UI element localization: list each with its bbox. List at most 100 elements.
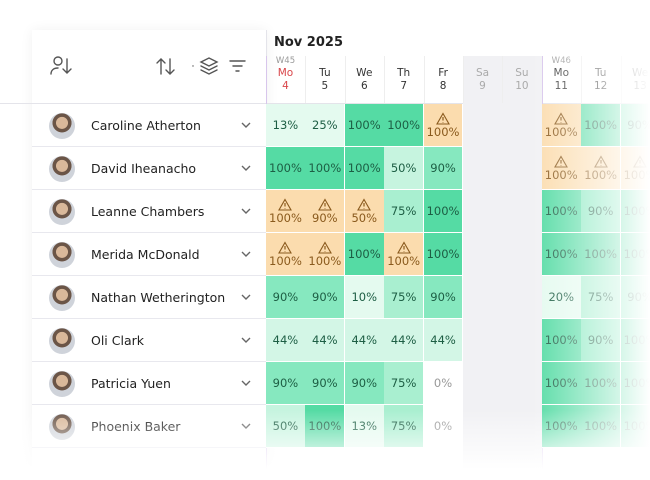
allocation-text: 44% bbox=[351, 333, 378, 347]
allocation-text: 90% bbox=[351, 376, 378, 390]
allocation-cell: 13% bbox=[344, 405, 385, 448]
avatar bbox=[49, 242, 75, 268]
date-label: 13 bbox=[633, 80, 647, 92]
allocation-cell: 90% bbox=[305, 190, 346, 233]
allocation-text: 100% bbox=[308, 253, 342, 268]
allocation-cell: 100% bbox=[541, 405, 582, 448]
allocation-cell: 100% bbox=[620, 319, 650, 362]
allocation-text: 100% bbox=[308, 161, 342, 175]
allocation-text: 90% bbox=[627, 290, 650, 304]
allocation-cell: 100% bbox=[266, 190, 306, 233]
allocation-text: 50% bbox=[272, 419, 299, 433]
allocation-cell: 90% bbox=[620, 104, 650, 147]
allocation-text: 90% bbox=[627, 118, 650, 132]
allocation-cell: 100% bbox=[423, 233, 464, 276]
allocation-cell: 0% bbox=[423, 362, 464, 405]
allocation-text: 44% bbox=[430, 333, 456, 347]
expand-chevron[interactable] bbox=[240, 159, 252, 171]
avatar bbox=[49, 113, 75, 139]
allocation-text: 0% bbox=[433, 376, 453, 390]
person-name[interactable]: Patricia Yuen bbox=[91, 376, 171, 391]
allocation-text: 100% bbox=[544, 419, 578, 433]
day-label: Th bbox=[397, 67, 411, 79]
expand-chevron[interactable] bbox=[240, 374, 252, 386]
sort-people-icon[interactable] bbox=[50, 56, 72, 75]
allocation-cell: 90% bbox=[423, 147, 464, 190]
allocation-cell: 100% bbox=[305, 405, 346, 448]
allocation-cell: 90% bbox=[305, 276, 346, 319]
allocation-text: 100% bbox=[426, 124, 460, 139]
allocation-text: 44% bbox=[272, 333, 299, 347]
allocation-text: 100% bbox=[426, 247, 460, 261]
allocation-text: 75% bbox=[390, 376, 417, 390]
column-divider bbox=[463, 56, 464, 103]
date-label: 8 bbox=[439, 80, 447, 92]
allocation-text: 44% bbox=[390, 333, 417, 347]
allocation-cell: 100% bbox=[620, 190, 650, 233]
allocation-cell: 100% bbox=[620, 233, 650, 276]
allocation-cell: 100% bbox=[620, 405, 650, 448]
person-name[interactable]: Leanne Chambers bbox=[91, 204, 205, 219]
allocation-text: 13% bbox=[272, 118, 299, 132]
warning-icon bbox=[317, 197, 332, 211]
person-name[interactable]: Nathan Wetherington bbox=[91, 290, 226, 305]
allocation-cell: 75% bbox=[581, 276, 622, 319]
allocation-text: 100% bbox=[544, 376, 578, 390]
sort-icon[interactable] bbox=[156, 58, 175, 75]
allocation-text: 100% bbox=[544, 333, 578, 347]
allocation-cell: 90% bbox=[305, 362, 346, 405]
date-label: 6 bbox=[360, 80, 368, 92]
expand-chevron[interactable] bbox=[240, 116, 252, 128]
person-name[interactable]: Merida McDonald bbox=[91, 247, 200, 262]
allocation-cell: 10% bbox=[344, 276, 385, 319]
allocation-text: 90% bbox=[587, 333, 614, 347]
warning-icon bbox=[554, 111, 569, 125]
person-name[interactable]: David Iheanacho bbox=[91, 161, 197, 176]
allocation-text: 90% bbox=[430, 161, 456, 175]
allocation-cell: 100% bbox=[344, 233, 385, 276]
month-label: Nov 2025 bbox=[274, 35, 343, 50]
person-name[interactable]: Oli Clark bbox=[91, 333, 144, 348]
allocation-cell: 100% bbox=[266, 233, 306, 276]
allocation-text: 100% bbox=[269, 161, 302, 175]
person-name[interactable]: Caroline Atherton bbox=[91, 118, 201, 133]
allocation-text: 90% bbox=[272, 376, 299, 390]
column-divider bbox=[423, 56, 425, 103]
allocation-cell: 100% bbox=[541, 147, 582, 190]
allocation-cell: 44% bbox=[384, 319, 425, 362]
allocation-text: 100% bbox=[269, 210, 302, 225]
warning-icon bbox=[436, 111, 450, 125]
expand-chevron[interactable] bbox=[240, 245, 252, 257]
expand-chevron[interactable] bbox=[240, 417, 252, 429]
allocation-text: 100% bbox=[544, 247, 578, 261]
allocation-cell: 100% bbox=[541, 319, 582, 362]
date-label: 10 bbox=[515, 80, 529, 92]
allocation-cell: 100% bbox=[305, 147, 346, 190]
date-label: 11 bbox=[554, 80, 568, 92]
allocation-text: 90% bbox=[312, 290, 338, 304]
expand-chevron[interactable] bbox=[240, 288, 252, 300]
allocation-cell: 90% bbox=[266, 276, 306, 319]
allocation-cell: 100% bbox=[423, 190, 464, 233]
allocation-text: 100% bbox=[584, 247, 618, 261]
header-divider bbox=[0, 103, 650, 104]
allocation-cell: 100% bbox=[581, 233, 622, 276]
expand-chevron[interactable] bbox=[240, 202, 252, 214]
allocation-cell: 75% bbox=[384, 276, 425, 319]
allocation-cell: 100% bbox=[581, 104, 622, 147]
row-divider bbox=[32, 146, 266, 147]
allocation-cell: 90% bbox=[581, 190, 622, 233]
filter-icon[interactable] bbox=[229, 60, 246, 72]
avatar bbox=[49, 156, 75, 182]
allocation-cell: 44% bbox=[305, 319, 346, 362]
date-label: 9 bbox=[479, 80, 486, 92]
allocation-text: 75% bbox=[390, 290, 417, 304]
warning-icon bbox=[633, 154, 647, 168]
allocation-text: 75% bbox=[390, 204, 417, 218]
expand-chevron[interactable] bbox=[240, 331, 252, 343]
row-divider bbox=[32, 318, 266, 319]
layers-icon[interactable] bbox=[192, 57, 219, 75]
person-name[interactable]: Phoenix Baker bbox=[91, 419, 181, 434]
warning-icon bbox=[593, 154, 608, 168]
allocation-text: 100% bbox=[544, 204, 578, 218]
